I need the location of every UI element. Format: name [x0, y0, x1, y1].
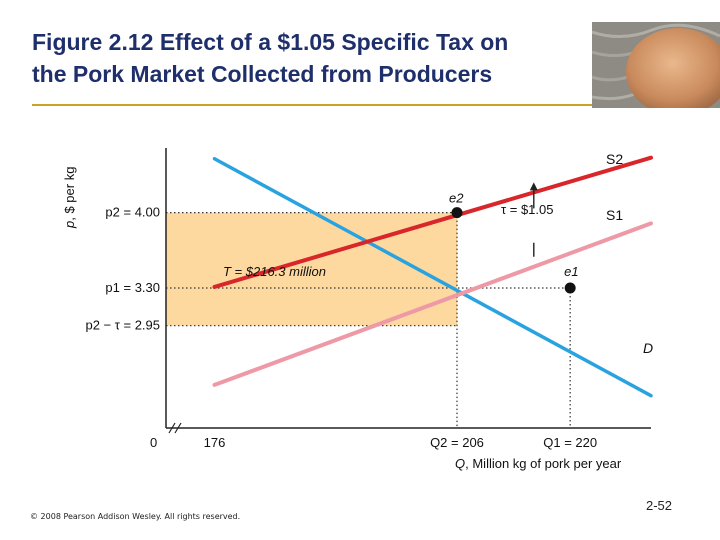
axis-break-mark	[168, 422, 182, 434]
axis-break-stroke	[174, 422, 182, 434]
rock-image	[592, 22, 720, 108]
x-axis-text: , Million kg of pork per year	[465, 456, 622, 471]
x-tick-label-176: 176	[204, 435, 226, 450]
demand-curve	[212, 157, 653, 398]
y-tick-label-p2: p2 = 4.00	[105, 205, 160, 220]
y-axis-text: , $ per kg	[62, 167, 77, 221]
axis-break-stroke	[168, 422, 176, 434]
series-label-d: D	[643, 340, 653, 356]
title-line-2: the Pork Market Collected from Producers	[32, 61, 493, 87]
x-axis-label: Q, Million kg of pork per year	[455, 456, 622, 471]
supply-curve-s1	[212, 221, 653, 387]
title-rule	[32, 104, 592, 106]
series-label-s2: S2	[606, 151, 623, 167]
copyright-notice: © 2008 Pearson Addison Wesley. All right…	[30, 512, 241, 521]
title-line-1: Figure 2.12 Effect of a $1.05 Specific T…	[32, 29, 509, 55]
x-tick-label-q1: Q1 = 220	[543, 435, 597, 450]
y-axis-label: p, $ per kg	[62, 167, 77, 229]
x-tick-label-q2: Q2 = 206	[430, 435, 484, 450]
series-label-s1: S1	[606, 207, 623, 223]
x-origin-label: 0	[150, 435, 157, 450]
page-number: 2-52	[646, 498, 673, 513]
equilibrium-point-e2	[451, 207, 463, 219]
supply-curve-s2	[212, 155, 653, 289]
point-label-e2: e2	[449, 191, 464, 206]
tax-revenue-label: T = $216.3 million	[223, 264, 326, 279]
y-tick-label-p1: p1 = 3.30	[105, 280, 160, 295]
y-tick-label-p2-minus-tau: p2 − τ = 2.95	[85, 318, 160, 333]
y-axis-var: p	[62, 221, 77, 229]
slide-title: Figure 2.12 Effect of a $1.05 Specific T…	[32, 26, 612, 90]
equilibrium-point-e1	[564, 282, 576, 294]
point-label-e1: e1	[564, 264, 578, 279]
x-axis-var: Q	[455, 456, 465, 471]
tau-arrowhead	[529, 182, 538, 191]
tau-label: τ = $1.05	[501, 202, 553, 217]
